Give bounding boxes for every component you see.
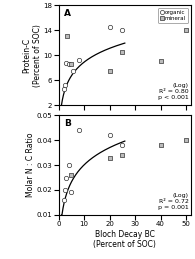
Point: [121, 28, 124, 32]
Point: [70, 190, 73, 195]
Point: [77, 128, 81, 132]
Y-axis label: Molar N : C Ratio: Molar N : C Ratio: [26, 133, 35, 197]
Text: B: B: [64, 119, 71, 128]
X-axis label: Bloch Decay BC
(Percent of SOC): Bloch Decay BC (Percent of SOC): [93, 230, 156, 249]
Point: [67, 62, 70, 67]
Point: [65, 175, 68, 179]
Point: [65, 61, 68, 65]
Point: [66, 34, 69, 39]
Point: [70, 173, 73, 177]
Point: [108, 155, 111, 160]
Point: [121, 50, 124, 54]
Legend: organic, mineral: organic, mineral: [158, 8, 188, 23]
Point: [67, 163, 70, 167]
Point: [184, 28, 188, 32]
Point: [77, 58, 81, 62]
Y-axis label: Protein-C
(Percent of SOC): Protein-C (Percent of SOC): [22, 24, 42, 87]
Point: [121, 153, 124, 157]
Point: [108, 69, 111, 73]
Text: (Log)
R² = 0.80
p < 0.001: (Log) R² = 0.80 p < 0.001: [158, 83, 188, 100]
Point: [71, 69, 74, 73]
Point: [184, 138, 188, 142]
Point: [108, 25, 111, 29]
Text: (Log)
R² = 0.72
p = 0.001: (Log) R² = 0.72 p = 0.001: [158, 193, 188, 210]
Point: [63, 83, 66, 87]
Point: [159, 59, 162, 63]
Point: [62, 87, 65, 91]
Point: [63, 188, 66, 192]
Point: [159, 143, 162, 147]
Text: A: A: [64, 9, 71, 18]
Point: [70, 62, 73, 67]
Point: [108, 133, 111, 137]
Point: [121, 143, 124, 147]
Point: [62, 198, 65, 202]
